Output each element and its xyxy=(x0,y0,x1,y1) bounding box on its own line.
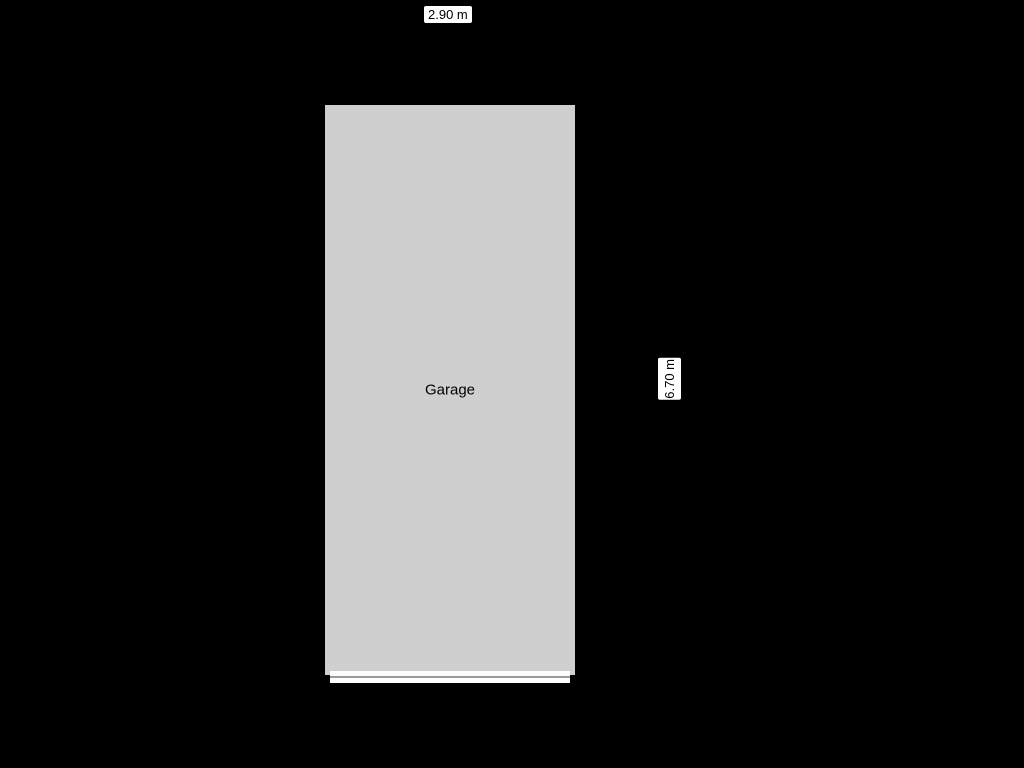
garage-door-opening xyxy=(330,671,570,683)
garage-door-line xyxy=(330,676,570,678)
dimension-width-label: 2.90 m xyxy=(424,6,472,23)
garage-room-label: Garage xyxy=(425,382,475,399)
garage-room: Garage xyxy=(320,100,580,680)
dimension-height-label: 6.70 m xyxy=(658,358,681,400)
